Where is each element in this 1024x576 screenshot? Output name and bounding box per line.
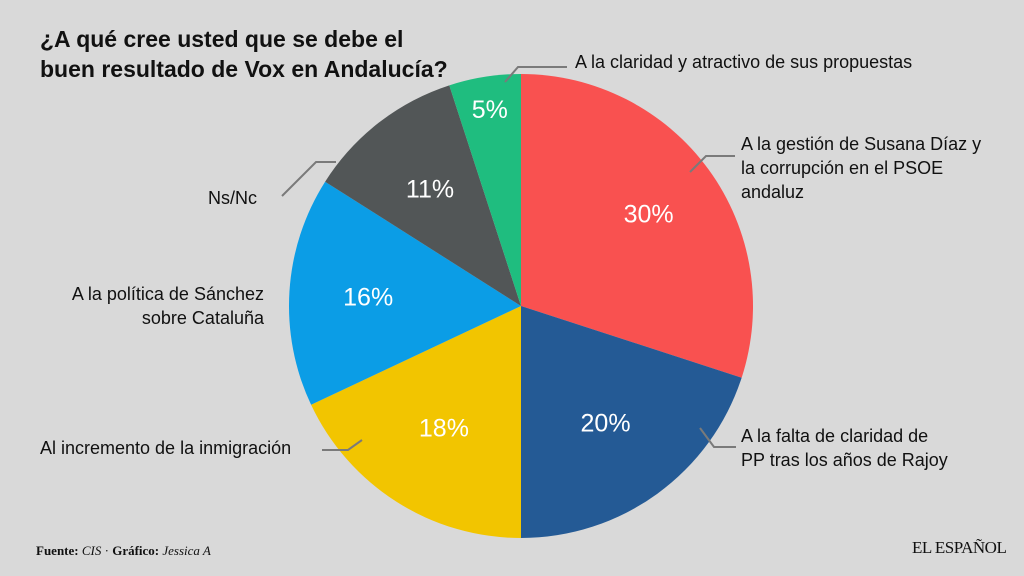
slice-percent-label: 5% xyxy=(472,96,508,124)
chart-title: ¿A qué cree usted que se debe el buen re… xyxy=(40,26,448,82)
source-label: Fuente: xyxy=(36,543,79,558)
leader-line xyxy=(504,66,567,83)
el-espanol-logo: EL ESPAÑOL xyxy=(912,538,1007,557)
author: Jessica A xyxy=(162,543,211,558)
label-susana-diaz: A la gestión de Susana Díaz y la corrupc… xyxy=(741,134,982,202)
leader-line xyxy=(689,155,735,173)
leader-line xyxy=(699,427,736,448)
slice-percent-label: 20% xyxy=(581,409,631,437)
pie-slice xyxy=(289,181,521,405)
slice-percent-label: 16% xyxy=(343,283,393,311)
slice-percent-label: 18% xyxy=(419,414,469,442)
pie-slice xyxy=(521,306,742,538)
pie-slice xyxy=(311,306,521,538)
label-inmigracion: Al incremento de la inmigración xyxy=(40,438,292,458)
pie-slice xyxy=(521,74,754,378)
label-pp-rajoy: A la falta de claridad de PP tras los añ… xyxy=(741,426,948,470)
separator: · xyxy=(101,543,113,558)
label-propuestas: A la claridad y atractivo de sus propues… xyxy=(575,52,913,72)
source-value: CIS xyxy=(81,543,102,558)
slice-percent-label: 11% xyxy=(406,176,454,204)
slice-percent-label: 30% xyxy=(624,200,674,228)
leader-line xyxy=(322,439,363,451)
label-sanchez-cataluna: A la política de Sánchez sobre Cataluña xyxy=(71,284,264,328)
pie-slice xyxy=(325,85,521,306)
pie-slice xyxy=(449,74,521,306)
leader-line xyxy=(281,161,336,197)
source-credit: Fuente: CIS · Gráfico: Jessica A xyxy=(36,543,211,559)
label-nsnc: Ns/Nc xyxy=(208,188,257,208)
graphic-label: Gráfico: xyxy=(112,543,160,558)
